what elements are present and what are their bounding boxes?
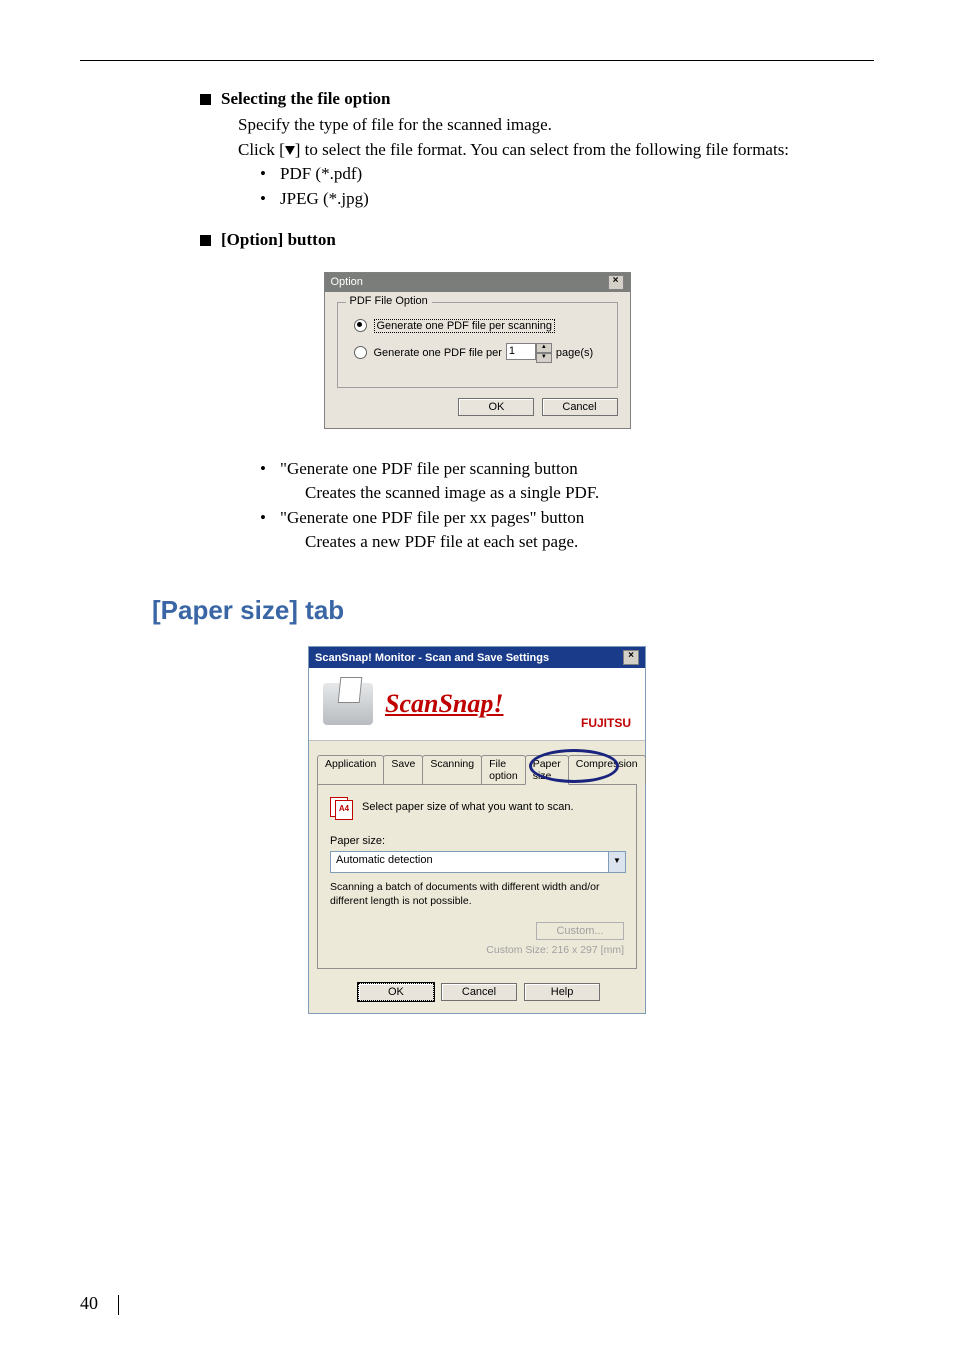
paper-size-combo[interactable]: Automatic detection ▼ bbox=[330, 851, 626, 873]
scansnap-titlebar: ScanSnap! Monitor - Scan and Save Settin… bbox=[309, 647, 645, 668]
scansnap-title: ScanSnap! Monitor - Scan and Save Settin… bbox=[315, 652, 549, 664]
help-button[interactable]: Help bbox=[524, 983, 600, 1001]
close-icon[interactable]: × bbox=[608, 275, 624, 290]
radio-one-per-pages[interactable]: Generate one PDF file per ▲ ▼ page(s) bbox=[354, 343, 607, 363]
format-pdf: •PDF (*.pdf) bbox=[260, 162, 874, 187]
paper-size-panel: A4 Select paper size of what you want to… bbox=[317, 784, 637, 969]
ok-button[interactable]: OK bbox=[458, 398, 534, 416]
combo-value: Automatic detection bbox=[331, 852, 608, 872]
radio-icon bbox=[354, 319, 367, 332]
fujitsu-logo: FUJITSU bbox=[581, 716, 631, 730]
tab-file-option[interactable]: File option bbox=[481, 755, 526, 784]
fieldset-legend: PDF File Option bbox=[346, 295, 432, 307]
panel-text: Select paper size of what you want to sc… bbox=[362, 801, 574, 813]
cancel-button[interactable]: Cancel bbox=[441, 983, 517, 1001]
gen-item2: •"Generate one PDF file per xx pages" bu… bbox=[260, 506, 874, 531]
close-icon[interactable]: × bbox=[623, 650, 639, 665]
gen-item1-sub: Creates the scanned image as a single PD… bbox=[305, 481, 874, 506]
tab-save[interactable]: Save bbox=[383, 755, 423, 784]
option-dialog: Option × PDF File Option Generate one PD… bbox=[324, 272, 631, 429]
chevron-down-icon[interactable]: ▼ bbox=[608, 852, 625, 872]
spin-up-icon[interactable]: ▲ bbox=[536, 343, 552, 353]
file-option-heading: Selecting the file option bbox=[221, 89, 391, 109]
tab-paper-size[interactable]: Paper size bbox=[525, 755, 569, 785]
square-bullet bbox=[200, 94, 211, 105]
a4-icon: A4 bbox=[330, 797, 352, 817]
tab-application[interactable]: Application bbox=[317, 755, 384, 784]
line2-post: ] to select the file format. You can sel… bbox=[295, 140, 789, 159]
cancel-button[interactable]: Cancel bbox=[542, 398, 618, 416]
gen-item1: •"Generate one PDF file per scanning but… bbox=[260, 457, 874, 482]
radio1-label: Generate one PDF file per scanning bbox=[374, 319, 556, 333]
line2-pre: Click [ bbox=[238, 140, 285, 159]
radio-one-per-scanning[interactable]: Generate one PDF file per scanning bbox=[354, 319, 607, 333]
option-dialog-titlebar: Option × bbox=[325, 273, 630, 292]
pages-spinner[interactable]: ▲ ▼ bbox=[506, 343, 552, 363]
down-triangle-icon bbox=[285, 146, 295, 155]
spin-down-icon[interactable]: ▼ bbox=[536, 353, 552, 363]
file-option-line1: Specify the type of file for the scanned… bbox=[238, 113, 874, 138]
pages-input[interactable] bbox=[506, 343, 536, 360]
scanner-icon bbox=[323, 683, 373, 725]
page-number: 40 bbox=[80, 1293, 119, 1315]
option-dialog-title: Option bbox=[331, 276, 363, 288]
radio-icon bbox=[354, 346, 367, 359]
paper-size-note: Scanning a batch of documents with diffe… bbox=[330, 881, 624, 908]
scansnap-dialog: ScanSnap! Monitor - Scan and Save Settin… bbox=[308, 646, 646, 1014]
paper-size-tab-heading: [Paper size] tab bbox=[152, 595, 874, 626]
radio2-post: page(s) bbox=[556, 347, 593, 359]
tab-compression[interactable]: Compression bbox=[568, 755, 646, 784]
file-option-line2: Click [ ] to select the file format. You … bbox=[238, 138, 874, 163]
radio2-pre: Generate one PDF file per bbox=[374, 347, 502, 359]
paper-size-label: Paper size: bbox=[330, 835, 624, 847]
custom-button: Custom... bbox=[536, 922, 624, 940]
scansnap-banner: ScanSnap! FUJITSU bbox=[309, 668, 645, 741]
pdf-file-option-fieldset: PDF File Option Generate one PDF file pe… bbox=[337, 302, 618, 388]
tab-strip: Application Save Scanning File option Pa… bbox=[309, 741, 645, 784]
ok-button[interactable]: OK bbox=[358, 983, 434, 1001]
gen-item2-sub: Creates a new PDF file at each set page. bbox=[305, 530, 874, 555]
custom-size-text: Custom Size: 216 x 297 [mm] bbox=[330, 944, 624, 956]
scansnap-logo: ScanSnap! bbox=[385, 689, 589, 719]
format-jpeg: •JPEG (*.jpg) bbox=[260, 187, 874, 212]
tab-scanning[interactable]: Scanning bbox=[422, 755, 482, 784]
square-bullet bbox=[200, 235, 211, 246]
option-button-heading: [Option] button bbox=[221, 230, 336, 250]
top-rule bbox=[80, 60, 874, 61]
